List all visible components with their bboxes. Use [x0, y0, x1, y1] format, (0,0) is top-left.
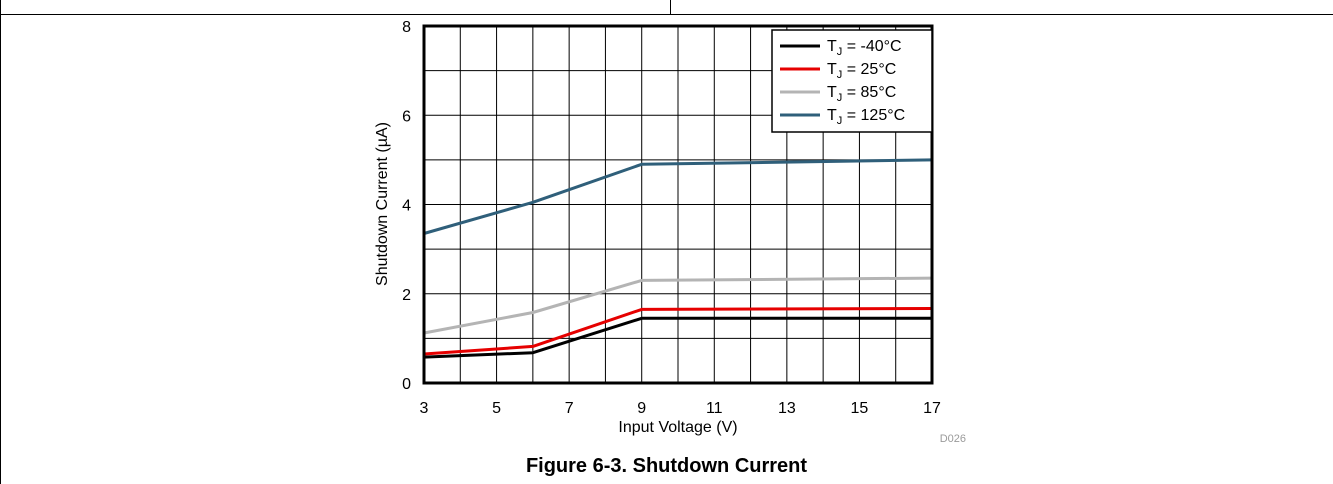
legend-label: TJ = 25°C: [827, 61, 896, 81]
y-tick-label: 4: [402, 198, 411, 215]
y-axis-label: Shutdown Current (µA): [374, 122, 391, 286]
series-line-2: [423, 307, 933, 356]
figure-caption: Figure 6-3. Shutdown Current: [525, 455, 808, 477]
y-tick-label: 6: [402, 108, 411, 125]
x-tick-label: 9: [637, 400, 646, 417]
legend-entry-2: TJ = 25°C: [780, 61, 896, 81]
legend: TJ = -40°C TJ = 25°C TJ = 85°C TJ = 125°C: [771, 29, 933, 133]
series-lines: [423, 158, 933, 359]
x-tick-label: 17: [923, 400, 941, 417]
x-tick-label: 5: [492, 400, 501, 417]
page-top-rule: [0, 14, 1333, 15]
x-tick-label: 7: [565, 400, 574, 417]
x-tick-label: 13: [778, 400, 796, 417]
legend-label: TJ = 125°C: [827, 107, 905, 127]
y-tick-label: 8: [402, 19, 411, 36]
figure-id-label: D026: [940, 433, 966, 445]
x-tick-labels: 3 5 7 9 11 13 15 17: [420, 400, 941, 417]
x-tick-label: 11: [706, 400, 723, 417]
page-left-rule: [0, 0, 1, 484]
legend-label: TJ = -40°C: [827, 38, 902, 58]
x-axis-label: Input Voltage (V): [618, 419, 737, 436]
legend-entry-1: TJ = -40°C: [780, 38, 902, 58]
x-tick-label: 3: [420, 400, 429, 417]
legend-entry-3: TJ = 85°C: [780, 84, 896, 104]
legend-label: TJ = 85°C: [827, 84, 896, 104]
series-line-4: [423, 158, 933, 235]
y-tick-label: 2: [402, 287, 411, 304]
y-tick-label: 0: [402, 376, 411, 393]
y-tick-labels: 0 2 4 6 8: [402, 19, 411, 393]
series-line-3: [423, 276, 933, 335]
column-divider: [670, 0, 671, 15]
plot-frame: [422, 24, 934, 385]
legend-entry-4: TJ = 125°C: [780, 107, 905, 127]
x-tick-label: 15: [851, 400, 869, 417]
series-line-1: [423, 316, 932, 359]
